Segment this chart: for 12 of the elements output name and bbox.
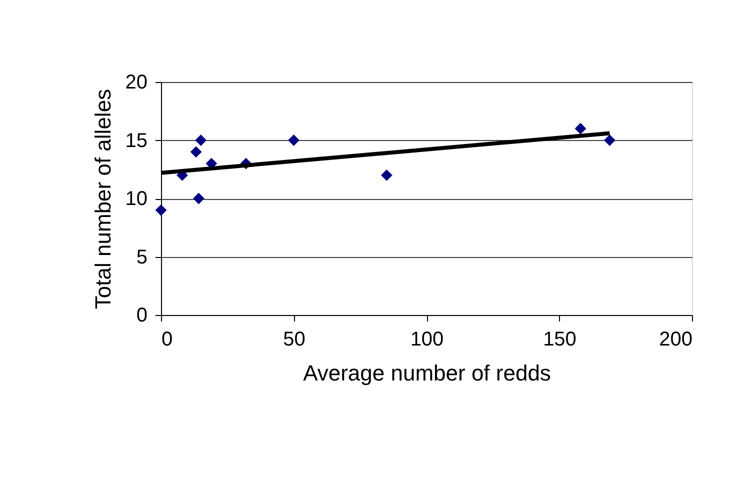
- y-tick-label: 5: [136, 246, 148, 268]
- x-tick-label: 50: [283, 328, 306, 350]
- y-tick-label: 0: [136, 304, 148, 326]
- x-tick-label: 200: [659, 328, 692, 350]
- x-axis-title: Average number of redds: [303, 360, 551, 386]
- x-tick-label: 100: [410, 328, 444, 350]
- x-tick-label: 0: [162, 328, 173, 350]
- x-tick-label: 150: [543, 328, 576, 350]
- y-axis-title: Total number of alleles: [90, 88, 116, 310]
- y-tick-label: 20: [125, 72, 148, 94]
- y-tick-label: 10: [125, 188, 148, 210]
- y-tick-label: 15: [125, 130, 148, 152]
